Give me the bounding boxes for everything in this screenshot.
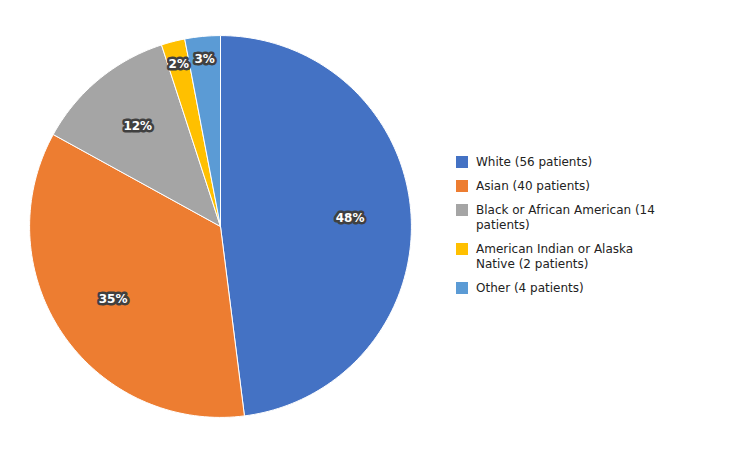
svg-text:48%: 48%: [336, 211, 365, 225]
html-text:Black or African American (14: Black or African American (14 patients): [476, 203, 655, 232]
svg-text:3%: 3%: [195, 52, 215, 66]
html-text:Other (4 patients): Other (4 patients): [476, 281, 584, 295]
svg-text:35%: 35%: [99, 292, 128, 306]
svg-text:12%: 12%: [123, 119, 152, 133]
html-text:Asian (40 patients): Asian (40 patients): [476, 179, 590, 193]
html-text:White (56 patients): White (56 patients): [476, 155, 593, 169]
svg-text:2%: 2%: [169, 56, 189, 70]
html-text:American Indian or Alaska Nati: American Indian or Alaska Native (2 pati…: [476, 242, 634, 271]
